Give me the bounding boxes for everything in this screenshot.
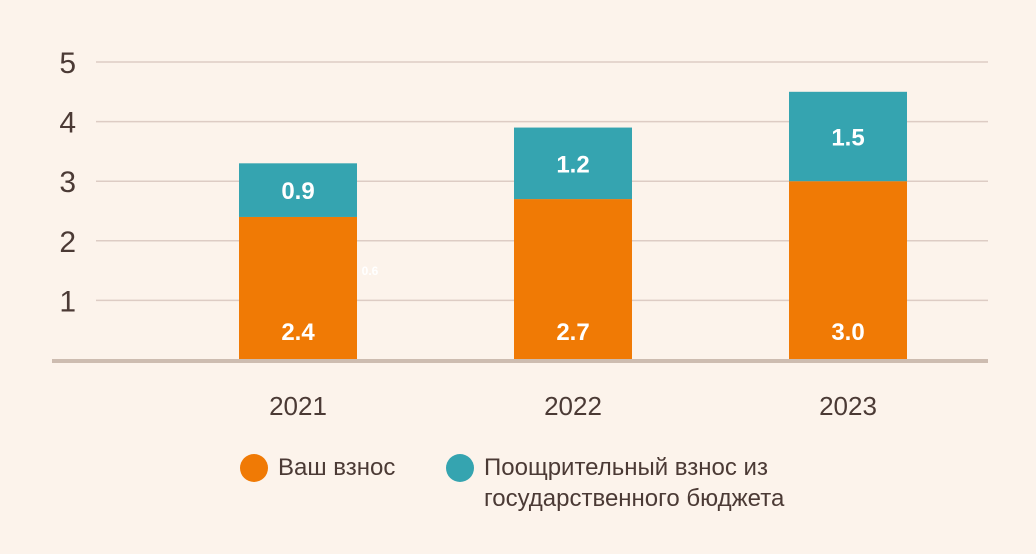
bar-segment-2023-own: [789, 181, 907, 360]
x-tick-label: 2022: [544, 391, 602, 421]
data-label: 2.7: [556, 319, 589, 346]
data-label: 2.4: [281, 319, 315, 346]
bar-segment-2022-own: [514, 199, 632, 360]
x-tick-label: 2023: [819, 391, 877, 421]
y-tick-label: 2: [59, 226, 76, 259]
legend-item-state-contribution: Поощрительный взнос из государственного …: [446, 452, 876, 514]
data-label: 1.5: [831, 125, 864, 152]
data-label: 3.0: [831, 319, 864, 346]
stray-data-label: 0.6: [362, 264, 379, 278]
legend-label-state-contribution: Поощрительный взнос из государственного …: [484, 454, 785, 512]
bar-segment-2021-state: [239, 163, 357, 217]
legend-swatch-teal: [446, 454, 474, 482]
legend: Ваш взнос Поощрительный взнос из государ…: [240, 452, 980, 522]
y-tick-label: 4: [59, 107, 76, 140]
data-label: 1.2: [556, 151, 589, 178]
y-tick-label: 3: [59, 166, 76, 199]
x-tick-label: 2021: [269, 391, 327, 421]
bar-segment-2023-state: [789, 91, 907, 182]
bar-segment-2021-own: [239, 216, 357, 360]
y-tick-label: 1: [59, 285, 76, 318]
legend-label-own-contribution: Ваш взнос: [278, 454, 396, 481]
data-label: 0.9: [281, 178, 314, 205]
y-tick-label: 5: [59, 47, 76, 80]
legend-item-own-contribution: Ваш взнос: [240, 452, 395, 483]
legend-swatch-orange: [240, 454, 268, 482]
bar-segment-2022-state: [514, 127, 632, 200]
